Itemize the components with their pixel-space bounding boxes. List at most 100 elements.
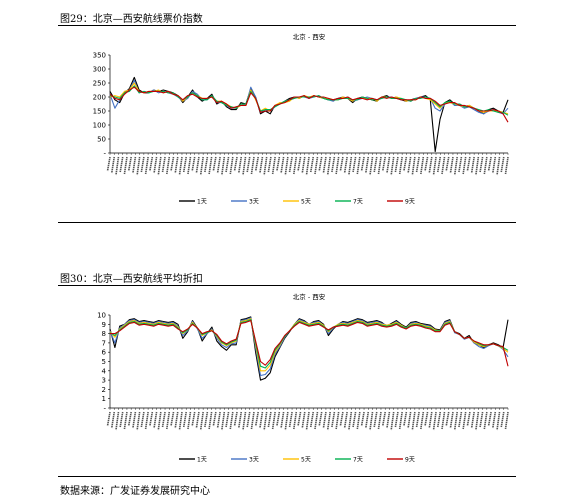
y-tick-label: 10 (97, 312, 106, 320)
y-tick-label: 4 (102, 367, 107, 375)
x-tick-label-glyph (199, 411, 204, 431)
x-tick-label-glyph (411, 411, 416, 431)
x-tick-label-glyph (284, 411, 289, 431)
x-tick-label-glyph (233, 411, 238, 427)
x-tick-label-glyph (229, 411, 234, 430)
x-tick-label-glyph (339, 411, 344, 427)
legend-label-5: 9天 (405, 457, 415, 464)
figure-29-bottom-rule (58, 222, 516, 223)
x-tick-label-glyph (182, 411, 188, 428)
x-tick-label-glyph (415, 411, 420, 428)
x-tick-label-glyph (496, 411, 501, 431)
x-tick-label-glyph (331, 411, 336, 428)
x-tick-label-glyph (436, 156, 442, 173)
x-tick-label-glyph (263, 411, 268, 431)
x-tick-label-glyph (254, 156, 259, 172)
x-tick-label-glyph (356, 156, 361, 175)
x-tick-label-glyph (178, 411, 183, 431)
x-tick-label-glyph (115, 411, 120, 431)
y-tick-label: 50 (97, 136, 106, 144)
x-tick-label-glyph (216, 156, 221, 174)
x-tick-label-glyph (276, 156, 281, 172)
legend-label-1: 1天 (197, 457, 207, 464)
y-tick-label: 2 (102, 386, 106, 394)
x-tick-label-glyph (309, 156, 315, 173)
y-tick-label: 300 (93, 66, 106, 74)
x-tick-label-glyph (381, 411, 387, 427)
legend-label-5: 9天 (405, 199, 415, 206)
x-tick-label-glyph (411, 156, 416, 176)
x-tick-label-glyph (191, 156, 196, 172)
x-tick-label-glyph (259, 156, 264, 174)
x-tick-label-glyph (242, 411, 247, 431)
x-tick-label-glyph (314, 411, 319, 430)
legend-label-1: 1天 (197, 199, 207, 206)
x-tick-label-glyph (441, 411, 446, 430)
x-tick-label-glyph (403, 156, 408, 172)
x-tick-label-glyph (390, 156, 395, 176)
x-tick-label-glyph (458, 411, 463, 428)
x-tick-label-glyph (335, 411, 340, 430)
x-tick-label-glyph (479, 411, 484, 428)
x-tick-label-glyph (170, 411, 175, 427)
x-tick-label-glyph (352, 411, 357, 428)
x-tick-label-glyph (195, 156, 200, 174)
x-tick-label-glyph (377, 411, 382, 430)
x-tick-label-glyph (394, 411, 399, 428)
x-tick-label-glyph (453, 156, 458, 176)
y-tick-label: 3 (102, 377, 106, 385)
x-tick-label-glyph (432, 156, 437, 176)
x-tick-label-glyph (373, 156, 378, 173)
x-tick-label-glyph (445, 411, 450, 427)
x-tick-label-glyph (335, 156, 340, 175)
x-tick-label-glyph (326, 411, 331, 431)
x-tick-label-glyph (420, 156, 425, 175)
x-tick-label-glyph (263, 156, 268, 176)
x-tick-label-glyph (407, 411, 412, 429)
x-tick-label-glyph (106, 411, 111, 427)
y-tick-label: 1 (102, 395, 106, 403)
x-tick-label-glyph (449, 411, 454, 429)
x-tick-label-glyph (492, 411, 497, 429)
legend-label-3: 5天 (301, 457, 311, 464)
x-tick-label-glyph (144, 411, 149, 430)
x-tick-label-glyph (259, 411, 264, 429)
y-tick-label: 200 (93, 94, 106, 102)
x-tick-label-glyph (386, 411, 391, 429)
x-tick-label-glyph (483, 411, 488, 430)
x-tick-label-glyph (322, 411, 327, 429)
x-tick-label-glyph (182, 156, 188, 173)
x-tick-label-glyph (225, 156, 230, 173)
x-tick-label-glyph (475, 411, 480, 431)
x-tick-label-glyph (483, 156, 488, 175)
x-tick-label-glyph (119, 156, 124, 173)
figure-29-caption: 图29：北京—西安航线票价指数 (60, 14, 203, 25)
x-tick-label-glyph (360, 411, 365, 427)
x-tick-label-glyph (221, 411, 226, 431)
x-tick-label-glyph (504, 156, 509, 175)
x-tick-label-glyph (174, 156, 179, 174)
x-tick-label-glyph (369, 411, 374, 431)
x-tick-label-glyph (466, 411, 471, 427)
x-tick-label-glyph (110, 411, 116, 429)
x-tick-label-glyph (208, 411, 213, 430)
x-tick-label-glyph (280, 411, 285, 429)
x-tick-label-glyph (415, 156, 420, 173)
x-tick-label-glyph (208, 156, 213, 175)
x-tick-label-glyph (318, 411, 323, 427)
x-tick-label-band (106, 408, 509, 431)
x-tick-label-glyph (470, 156, 475, 174)
x-tick-label-glyph (110, 156, 116, 174)
x-tick-label-glyph (487, 156, 492, 172)
x-tick-label-glyph (301, 156, 306, 174)
x-tick-label-glyph (123, 156, 128, 175)
x-tick-label-glyph (339, 156, 344, 172)
x-tick-label-glyph (195, 411, 200, 429)
x-tick-label-glyph (364, 411, 370, 429)
x-tick-label-glyph (246, 411, 251, 428)
x-tick-label-glyph (331, 156, 336, 173)
x-tick-label-glyph (212, 411, 217, 427)
x-tick-label-glyph (492, 156, 497, 174)
y-tick-label: - (103, 405, 106, 413)
x-tick-label-glyph (250, 156, 255, 175)
